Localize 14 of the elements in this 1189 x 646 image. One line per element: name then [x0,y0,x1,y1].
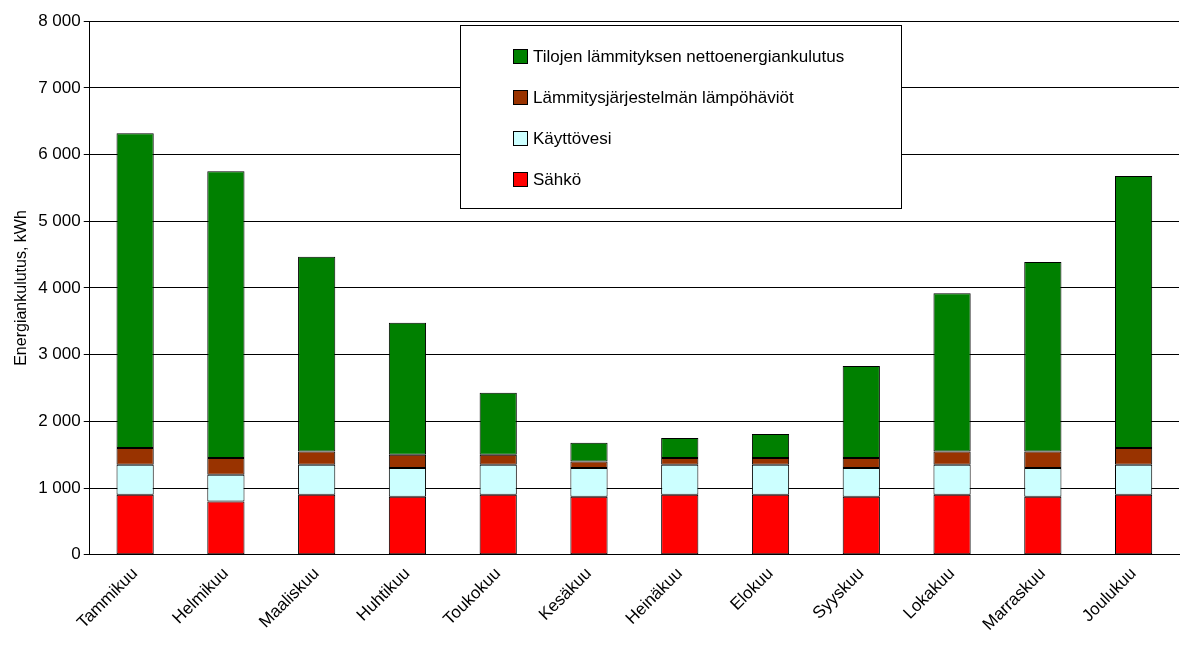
y-tick-label: 3 000 [38,344,81,364]
y-tick-label: 7 000 [38,77,81,97]
legend-label: Käyttövesi [533,128,612,149]
legend-label: Sähkö [533,169,582,190]
legend-label: Lämmitysjärjestelmän lämpöhäviöt [533,87,794,108]
y-tick-label: 2 000 [38,411,81,431]
y-axis-title: Energiankulutus, kWh [12,210,30,366]
y-tick-label: 1 000 [38,477,81,497]
y-tick-label: 8 000 [38,10,81,30]
y-tick-label: 0 [71,544,81,564]
y-tick-label: 5 000 [38,210,81,230]
y-tick-label: 6 000 [38,144,81,164]
y-tick-label: 4 000 [38,277,81,297]
legend-label: Tilojen lämmityksen nettoenergiankulutus [533,46,845,67]
